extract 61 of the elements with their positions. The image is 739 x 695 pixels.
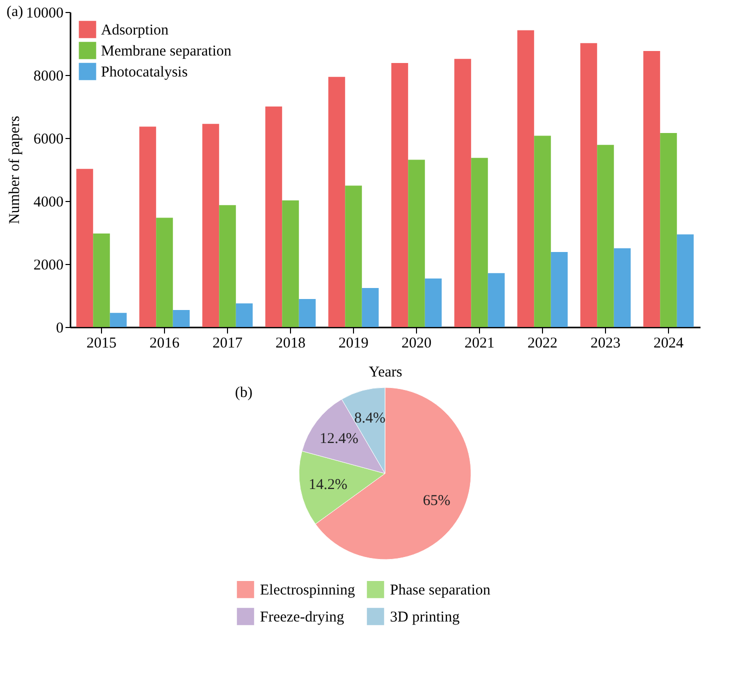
bar bbox=[534, 136, 551, 327]
bar bbox=[550, 252, 568, 327]
x-tick-label: 2016 bbox=[150, 336, 180, 352]
bar bbox=[139, 126, 156, 327]
x-tick-label: 2018 bbox=[276, 336, 306, 352]
bar bbox=[298, 298, 316, 327]
y-tick-label: 10000 bbox=[26, 6, 64, 22]
bar bbox=[202, 124, 220, 327]
y-tick-label: 8000 bbox=[34, 68, 64, 84]
legend-label: 3D printing bbox=[390, 610, 460, 626]
data-label: 65% bbox=[422, 492, 450, 509]
bar bbox=[328, 76, 346, 327]
bar bbox=[454, 58, 472, 327]
legend-label: Electrospinning bbox=[260, 582, 356, 599]
y-tick-label: 0 bbox=[56, 320, 64, 336]
bar bbox=[93, 233, 110, 327]
bar bbox=[265, 106, 282, 327]
x-tick-label: 2019 bbox=[338, 336, 368, 352]
bar bbox=[362, 288, 379, 327]
data-label: 8.4% bbox=[354, 410, 386, 427]
legend-label: Photocatalysis bbox=[101, 64, 188, 80]
bar bbox=[408, 160, 425, 327]
legend-label: Membrane separation bbox=[101, 44, 232, 60]
bar bbox=[391, 63, 408, 327]
bar bbox=[219, 205, 236, 327]
bar bbox=[660, 132, 677, 327]
bar bbox=[172, 310, 190, 327]
x-tick-label: 2015 bbox=[86, 336, 116, 352]
bar bbox=[676, 234, 694, 327]
bar bbox=[517, 30, 534, 327]
x-tick-label: 2023 bbox=[590, 336, 620, 352]
y-tick-label: 4000 bbox=[34, 194, 64, 210]
x-tick-label: 2024 bbox=[654, 336, 684, 352]
bar bbox=[110, 312, 127, 327]
bar bbox=[614, 248, 631, 327]
y-axis-title: Number of papers bbox=[7, 116, 23, 224]
y-tick-label: 2000 bbox=[34, 258, 64, 274]
bar bbox=[488, 273, 505, 327]
bar bbox=[597, 144, 614, 327]
legend-label: Phase separation bbox=[390, 582, 491, 599]
legend-label: Adsorption bbox=[101, 22, 169, 38]
legend-label: Freeze-drying bbox=[260, 610, 345, 626]
bar bbox=[156, 218, 173, 327]
x-axis-title: Years bbox=[368, 364, 402, 380]
chart-title: (a) bbox=[6, 4, 24, 20]
bar bbox=[471, 158, 488, 327]
chart-title: (b) bbox=[235, 385, 252, 401]
data-label: 14.2% bbox=[308, 477, 348, 494]
y-tick-label: 6000 bbox=[34, 132, 64, 148]
bar bbox=[76, 168, 94, 327]
bar bbox=[580, 43, 598, 327]
bar bbox=[345, 186, 362, 327]
x-tick-label: 2020 bbox=[402, 336, 432, 352]
bar bbox=[236, 303, 253, 327]
x-tick-label: 2022 bbox=[528, 336, 558, 352]
data-label: 12.4% bbox=[320, 431, 358, 448]
bar bbox=[282, 200, 299, 327]
bar bbox=[424, 278, 442, 327]
x-tick-label: 2021 bbox=[464, 336, 494, 352]
x-tick-label: 2017 bbox=[212, 336, 243, 352]
bar bbox=[643, 51, 660, 327]
